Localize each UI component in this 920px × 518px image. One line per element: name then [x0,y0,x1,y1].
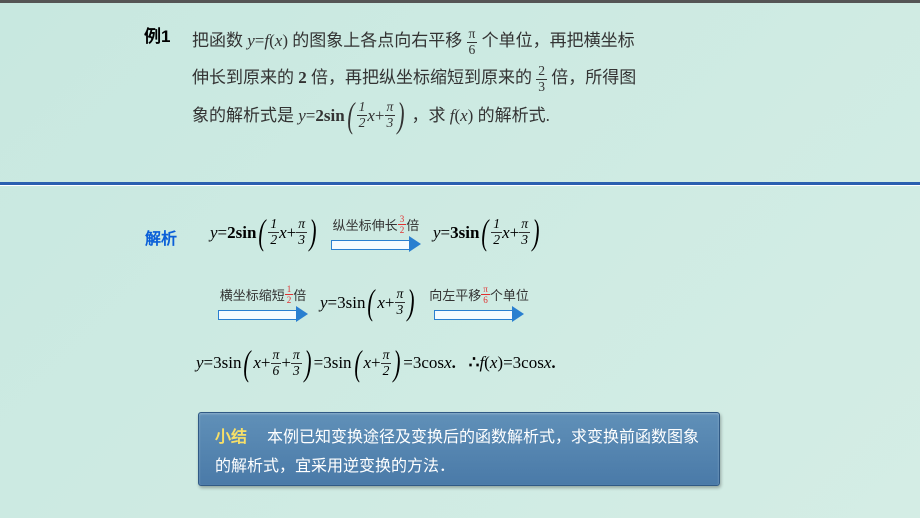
arrow-step-1: 纵坐标伸长 32 倍 [331,214,421,251]
solution-row-3: y=3sin ( x+ π6 + π3 ) =3sin ( x+ π2 ) = … [196,348,556,379]
arrow-step-3: 向左平移 π6 个单位 [429,284,529,321]
solution-row-1: y=2sin ( 12 x+ π3 ) 纵坐标伸长 32 倍 y=3sin ( … [210,214,542,251]
top-bar [0,0,920,3]
solution-label: 解析 [145,225,177,249]
p3c: ，求 [411,106,449,125]
p2b: 2 [298,68,307,87]
p1b: 的图象上各点向右平移 [292,31,462,50]
example-label: 例1 [144,22,170,47]
p2a: 伸长到原来的 [192,68,298,87]
p3a: 象的解析式是 [192,106,298,125]
p3d: 的解析式. [478,106,550,125]
summary-box: 小结 本例已知变换途径及变换后的函数解析式，求变换前函数图象的解析式，宜采用逆变… [198,412,720,486]
slide: 例1 把函数 y=f(x) 的图象上各点向右平移 π6 个单位，再把横坐标 伸长… [0,0,920,518]
p2c: 倍，再把纵坐标缩短到原来的 [311,68,532,87]
problem-text: 把函数 y=f(x) 的图象上各点向右平移 π6 个单位，再把横坐标 伸长到原来… [192,22,762,134]
solution-row-2: 横坐标缩短 12 倍 y=3sin ( x+ π3 ) 向左平移 π6 个单位 [210,284,537,321]
p2d: 倍，所得图 [551,68,636,87]
summary-text: 本例已知变换途径及变换后的函数解析式，求变换前函数图象的解析式，宜采用逆变换的方… [215,429,699,475]
divider-line [0,182,920,185]
arrow-step-2: 横坐标缩短 12 倍 [218,284,308,321]
p1a: 把函数 [192,31,247,50]
p1c: 个单位，再把横坐标 [482,31,635,50]
summary-label: 小结 [215,429,247,446]
